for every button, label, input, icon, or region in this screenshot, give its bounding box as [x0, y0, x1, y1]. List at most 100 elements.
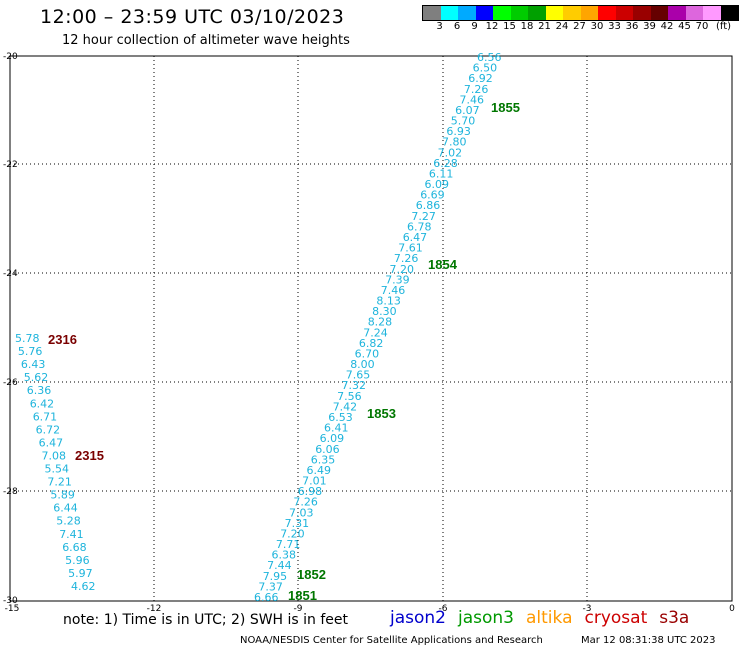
wave-height-label: 7.27 [411, 210, 436, 223]
wave-height-label: 5.97 [68, 567, 93, 580]
y-tick-label: -20 [3, 52, 18, 62]
wave-height-label: 6.07 [455, 104, 480, 117]
x-tick-label: -9 [294, 604, 303, 614]
color-swatch [650, 6, 668, 20]
color-scale-label: 3 [436, 21, 443, 32]
time-label-2315: 2315 [75, 448, 104, 463]
wave-height-label: 7.71 [276, 538, 301, 551]
chart-title: 12:00 – 23:59 UTC 03/10/2023 [40, 6, 345, 28]
wave-height-label: 6.53 [328, 411, 353, 424]
wave-height-label: 6.86 [416, 199, 441, 212]
wave-height-label: 6.42 [30, 397, 55, 410]
wave-height-label: 6.92 [468, 72, 493, 85]
wave-height-label: 7.20 [280, 528, 305, 541]
time-label-1854: 1854 [428, 257, 458, 272]
wave-height-label: 6.50 [473, 62, 498, 75]
wave-height-label: 6.47 [39, 436, 64, 449]
color-swatch [720, 6, 738, 20]
color-scale-label: 15 [503, 21, 516, 32]
wave-height-label: 7.26 [293, 496, 318, 509]
color-swatch [528, 6, 546, 20]
color-swatch [668, 6, 686, 20]
generated-timestamp: Mar 12 08:31:38 UTC 2023 [581, 635, 716, 646]
wave-height-label: 6.70 [355, 348, 380, 361]
color-swatch [615, 6, 633, 20]
wave-height-label: 6.09 [425, 178, 450, 191]
color-swatch [440, 6, 458, 20]
color-swatch [580, 6, 598, 20]
color-swatch [545, 6, 563, 20]
wave-height-label: 6.11 [429, 168, 454, 181]
wave-height-label: 8.28 [368, 316, 393, 329]
color-scale-label: 18 [520, 21, 534, 32]
color-swatch [423, 6, 441, 20]
satellite-legend: jason2 jason3 altika cryosat s3a [390, 608, 701, 628]
wave-height-label: 7.65 [346, 369, 371, 382]
wave-height-label: 5.62 [24, 371, 49, 384]
wave-height-label: 6.06 [315, 443, 340, 456]
wave-height-label: 8.00 [350, 358, 375, 371]
wave-height-label: 7.26 [464, 83, 489, 96]
wave-height-label: 7.03 [289, 506, 314, 519]
wave-height-label: 7.61 [398, 242, 423, 255]
y-tick-label: -24 [3, 269, 18, 279]
wave-height-label: 6.82 [359, 337, 384, 350]
wave-height-label: 7.39 [385, 273, 410, 286]
y-tick-label: -22 [3, 160, 18, 170]
satellite-legend-item: jason2 [390, 608, 446, 628]
satellite-legend-item: jason3 [458, 608, 514, 628]
wave-height-label: 6.47 [403, 231, 428, 244]
east-track-values: 6.566.506.927.267.466.075.706.937.807.02… [254, 51, 502, 604]
wave-height-label: 7.80 [442, 136, 467, 149]
wave-height-label: 5.78 [15, 332, 40, 345]
wave-height-label: 5.89 [50, 489, 75, 502]
wave-height-label: 6.78 [407, 220, 432, 233]
wave-height-label: 7.42 [333, 400, 358, 413]
satellite-legend-item: altika [526, 608, 573, 628]
y-tick-label: -28 [3, 487, 18, 497]
color-scale-label: 42 [660, 21, 674, 32]
wave-height-label: 7.95 [263, 570, 288, 583]
color-swatch [493, 6, 511, 20]
chart-subtitle: 12 hour collection of altimeter wave hei… [62, 33, 350, 48]
x-tick-label: 0 [729, 604, 735, 614]
wave-height-label: 7.24 [363, 326, 388, 339]
color-scale-label: 45 [678, 21, 691, 32]
color-scale-label: 70 [695, 21, 709, 32]
color-scale-label: 24 [555, 21, 569, 32]
color-scale-label: 33 [608, 21, 621, 32]
wave-height-label: 7.46 [381, 284, 406, 297]
x-tick-label: -15 [5, 604, 20, 614]
wave-height-label: 6.66 [254, 591, 279, 604]
color-swatch [563, 6, 581, 20]
wave-height-label: 7.44 [267, 559, 292, 572]
x-axis-ticks: -15 -12 -9 -6 -3 0 [5, 604, 735, 614]
satellite-legend-item: cryosat [584, 608, 648, 628]
wave-height-label: 5.76 [18, 345, 43, 358]
wave-height-label: 6.28 [433, 157, 458, 170]
wave-height-label: 6.93 [446, 125, 471, 138]
color-scale-label: 21 [538, 21, 551, 32]
satellite-legend-item: s3a [659, 608, 690, 628]
wave-height-label: 6.98 [298, 485, 323, 498]
color-swatch [703, 6, 721, 20]
y-axis-ticks: -20 -22 -24 -26 -28 -30 [3, 52, 18, 606]
wave-height-label: 7.02 [438, 146, 463, 159]
color-scale-labels: 3 6 9 12 15 18 21 24 27 30 33 36 39 42 45 70 (ft) [422, 21, 740, 33]
color-scale-label: 6 [453, 21, 461, 32]
x-tick-label: -6 [439, 604, 448, 614]
wave-height-label: 7.08 [42, 450, 67, 463]
color-swatch [633, 6, 651, 20]
wave-height-label: 8.13 [376, 295, 401, 308]
y-tick-label: -26 [3, 378, 18, 388]
wave-height-color-scale [422, 5, 739, 21]
wave-height-label: 6.72 [36, 423, 61, 436]
plot-frame [9, 55, 733, 602]
wave-height-label: 6.35 [311, 453, 336, 466]
wave-height-label: 7.32 [342, 379, 367, 392]
color-swatch [458, 6, 476, 20]
wave-height-label: 6.41 [324, 422, 349, 435]
wave-height-label: 6.68 [62, 541, 86, 554]
color-scale-label: 30 [590, 21, 604, 32]
